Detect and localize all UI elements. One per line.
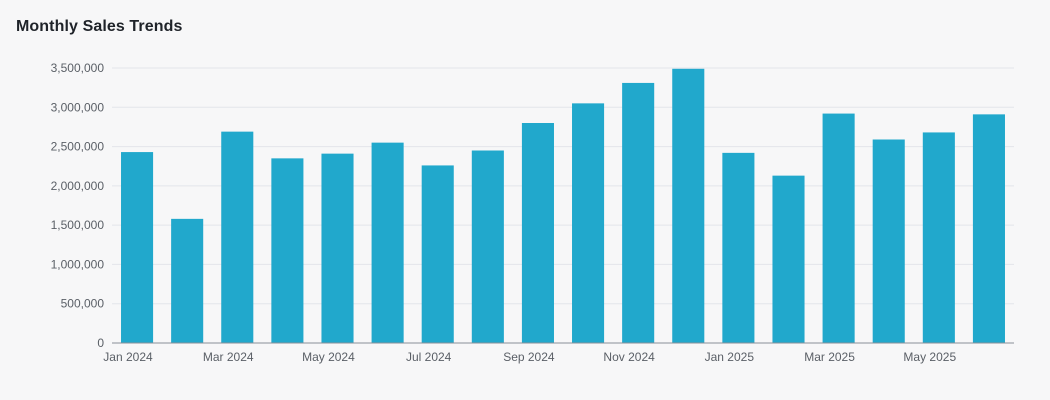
- bar[interactable]: [221, 131, 254, 343]
- x-tick-label: Mar 2025: [804, 350, 855, 364]
- bar[interactable]: [622, 82, 655, 343]
- x-tick-label: Sep 2024: [503, 350, 555, 364]
- bar[interactable]: [672, 68, 705, 344]
- bar[interactable]: [471, 150, 504, 344]
- x-tick-label: Jul 2024: [406, 350, 452, 364]
- axes: 0 500,000 1,000,000 1,500,000 2,000,000 2,500…: [51, 61, 1014, 364]
- chart-title: Monthly Sales Trends: [16, 18, 183, 35]
- x-tick-label: Mar 2024: [203, 350, 254, 364]
- x-tick-label: Nov 2024: [603, 350, 655, 364]
- x-tick-label: Jan 2024: [103, 350, 153, 364]
- bar[interactable]: [772, 175, 805, 343]
- bar[interactable]: [421, 165, 454, 343]
- bar[interactable]: [722, 152, 755, 343]
- y-tick-label: 3,500,000: [51, 61, 105, 75]
- bar[interactable]: [271, 158, 304, 343]
- y-tick-label: 500,000: [61, 297, 105, 311]
- bar[interactable]: [972, 114, 1005, 343]
- bars: [121, 68, 1005, 344]
- x-tick-label: May 2025: [903, 350, 956, 364]
- bar[interactable]: [321, 153, 354, 343]
- y-tick-label: 2,500,000: [51, 140, 105, 154]
- bar[interactable]: [371, 142, 404, 343]
- y-tick-label: 1,500,000: [51, 218, 105, 232]
- y-tick-label: 1,000,000: [51, 257, 105, 271]
- y-tick-label: 2,000,000: [51, 179, 105, 193]
- y-tick-label: 3,000,000: [51, 100, 105, 114]
- bar[interactable]: [872, 139, 905, 344]
- bar[interactable]: [572, 103, 605, 343]
- bar[interactable]: [171, 218, 204, 343]
- bar[interactable]: [521, 123, 554, 343]
- x-tick-label: Jan 2025: [705, 350, 755, 364]
- x-tick-label: May 2024: [302, 350, 355, 364]
- bar[interactable]: [121, 152, 154, 343]
- grid-lines: [112, 67, 1014, 305]
- y-tick-label: 0: [97, 336, 104, 350]
- bar[interactable]: [922, 132, 955, 343]
- bar[interactable]: [822, 113, 855, 343]
